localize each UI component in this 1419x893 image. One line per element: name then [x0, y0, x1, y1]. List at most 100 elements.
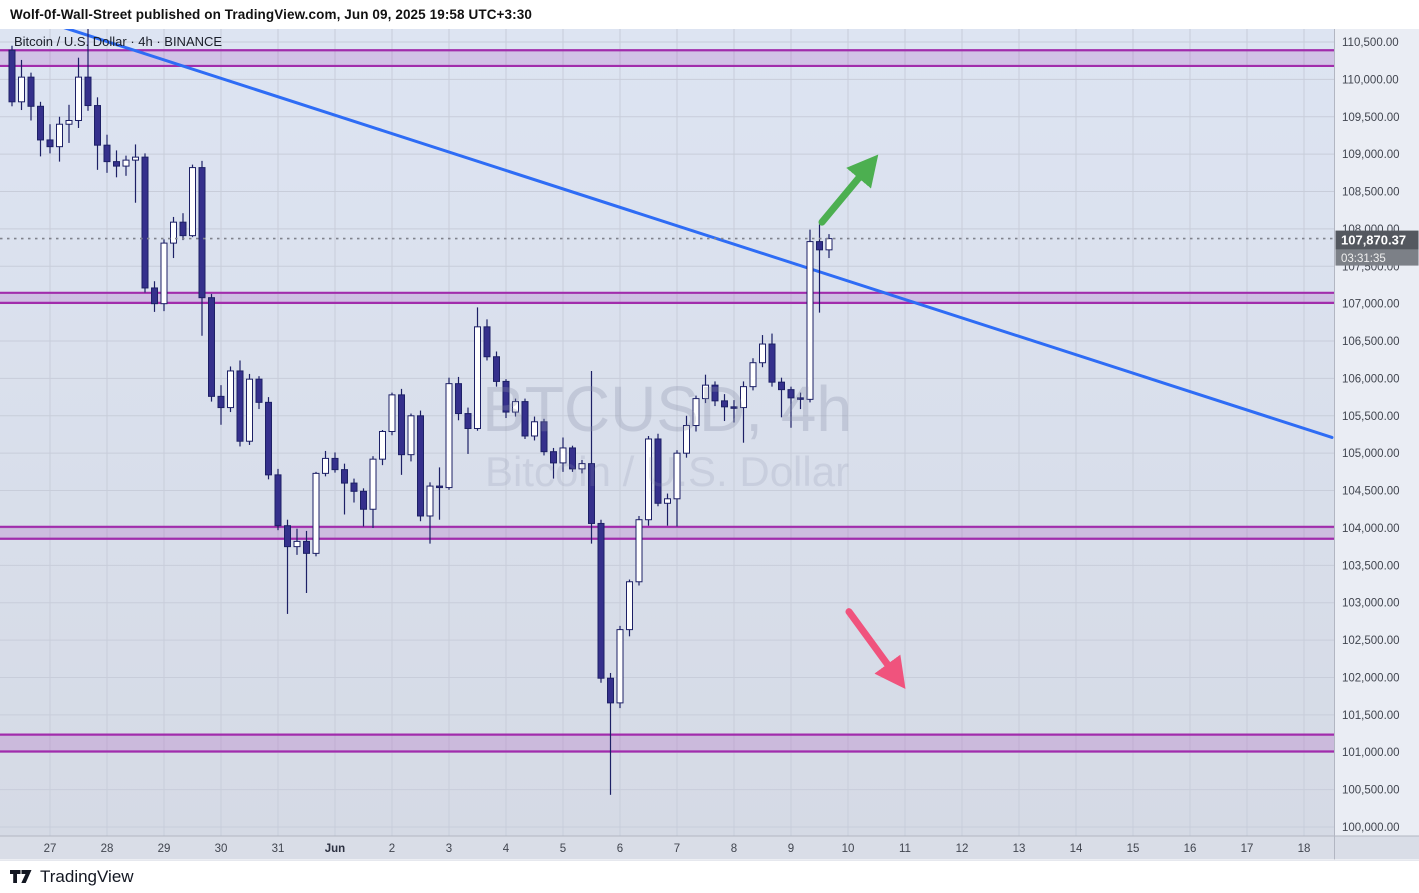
candle-body [331, 457, 339, 471]
candle-body [160, 242, 168, 305]
published-attribution-bar: Wolf-0f-Wall-Street published on Trading… [0, 0, 1419, 29]
price-tick-label: 106,500.00 [1342, 336, 1400, 348]
candle [407, 413, 415, 462]
price-tick-label: 105,500.00 [1342, 411, 1400, 423]
candle-body [208, 297, 215, 397]
candle-body [360, 490, 367, 510]
candle-body [103, 144, 111, 163]
candle [455, 376, 462, 421]
price-tick-label: 109,500.00 [1342, 112, 1400, 124]
candle [303, 530, 310, 593]
countdown-value: 03:31:35 [1341, 253, 1386, 265]
candle-body [379, 430, 386, 460]
candle [702, 374, 709, 404]
candle-body [284, 525, 291, 548]
tradingview-brand-text[interactable]: TradingView [40, 867, 134, 886]
candle-body [65, 119, 73, 125]
candle [806, 229, 814, 403]
current-price-badge: 107,870.37 03:31:35 [1335, 230, 1419, 266]
candle-body [8, 49, 16, 103]
time-tick-label: 15 [1127, 843, 1140, 855]
candle [132, 144, 139, 203]
candle-body [227, 370, 234, 409]
candle-body [303, 540, 310, 554]
time-tick-label: 2 [389, 843, 395, 855]
chart-background[interactable] [0, 29, 1334, 836]
candle-body [464, 413, 472, 430]
time-axis[interactable] [0, 836, 1419, 860]
candle [550, 447, 557, 479]
price-tick-label: 104,000.00 [1342, 523, 1400, 535]
candle [635, 515, 643, 586]
candle-body [350, 482, 358, 492]
candle [493, 351, 500, 387]
candle [103, 134, 111, 173]
candle-body [170, 221, 177, 244]
candle-body [749, 362, 757, 388]
candle [778, 377, 785, 418]
candle-body [787, 389, 795, 399]
candle [8, 45, 16, 107]
candle [398, 388, 405, 475]
time-scale-labels: 27 28 29 30 31 Jun 2 3 4 5 6 7 8 9 10 11 12 13 14 15 16 17 18 [44, 843, 1311, 855]
candle-body [341, 469, 348, 484]
time-tick-label: 16 [1184, 843, 1197, 855]
descending-trendline[interactable] [58, 24, 1334, 439]
candle-body [445, 383, 453, 489]
candle-body [806, 241, 814, 400]
candle [189, 164, 196, 238]
candle-body [94, 105, 101, 146]
price-zone-level-104k[interactable] [0, 526, 1334, 539]
price-zone-level-107k[interactable] [0, 292, 1334, 303]
bearish-arrow[interactable] [845, 608, 906, 689]
candle-body [740, 386, 747, 409]
candle-body [37, 105, 44, 141]
time-tick-label: 5 [560, 843, 566, 855]
price-tick-label: 105,000.00 [1342, 448, 1400, 460]
candle-body [56, 123, 63, 148]
candle-body [493, 356, 500, 382]
time-tick-label: 17 [1241, 843, 1254, 855]
candle [645, 435, 652, 526]
candle-body [569, 447, 576, 470]
candle [27, 72, 35, 121]
tradingview-logo-icon[interactable] [10, 869, 32, 885]
candle-body [540, 421, 548, 453]
candle [284, 519, 291, 614]
candle [436, 467, 443, 520]
candle [217, 385, 225, 425]
candle-body [455, 383, 462, 415]
price-tick-label: 101,500.00 [1342, 710, 1400, 722]
candle-body [407, 415, 415, 456]
candle-body [673, 452, 681, 500]
price-zone-support-zone-101k[interactable] [0, 734, 1334, 752]
candle-body [322, 457, 329, 474]
candle [521, 398, 529, 439]
candle-body [293, 540, 301, 548]
candle-body [559, 447, 567, 464]
candle-body [132, 156, 139, 161]
candle [236, 360, 244, 447]
candle-body [84, 76, 92, 107]
candle-body [721, 400, 728, 408]
candle-body [388, 394, 396, 432]
time-tick-label: 6 [617, 843, 623, 855]
candle-body [521, 401, 529, 437]
candle-body [692, 398, 700, 427]
time-tick-label: 7 [674, 843, 680, 855]
price-tick-label: 107,000.00 [1342, 299, 1400, 311]
price-axis[interactable] [1334, 29, 1419, 836]
candle [179, 213, 187, 241]
bullish-arrow[interactable] [818, 154, 879, 226]
candle [208, 293, 215, 402]
candle [626, 579, 633, 637]
symbol-legend[interactable]: Bitcoin / U.S. Dollar · 4h · BINANCE [14, 34, 222, 49]
time-tick-label: 18 [1298, 843, 1311, 855]
candle [588, 370, 595, 544]
candle-body [645, 438, 652, 521]
price-zone-resistance-zone-110k[interactable] [0, 50, 1334, 66]
candle-body [236, 370, 244, 442]
price-tick-label: 103,500.00 [1342, 560, 1400, 572]
price-tick-label: 108,500.00 [1342, 187, 1400, 199]
